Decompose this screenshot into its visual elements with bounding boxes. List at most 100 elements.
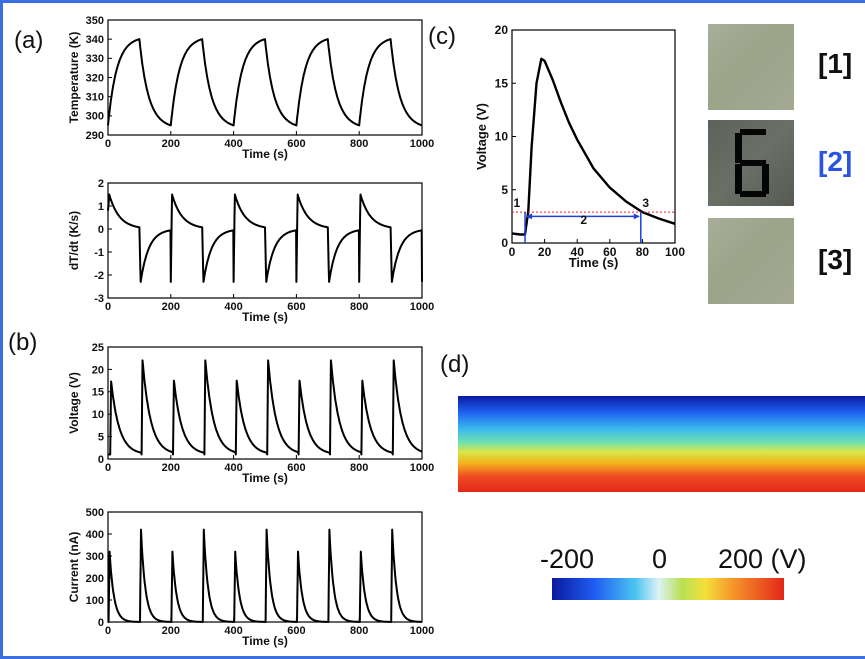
figure-frame-bottom <box>0 656 865 659</box>
figure-frame-left <box>0 0 3 659</box>
y-tick-label-a1-4: 330 <box>86 53 104 65</box>
y-tick-label-c-0: 0 <box>501 236 508 250</box>
y-tick-label-a1-5: 340 <box>86 34 104 46</box>
x-tick-label-c-4: 80 <box>636 245 650 259</box>
x-tick-label-a1-4: 800 <box>350 138 368 150</box>
colorbar-mid-label: 0 <box>652 544 667 574</box>
colorbar-min-label: -200 <box>540 544 594 574</box>
x-tick-label-a1-3: 600 <box>287 138 305 150</box>
panel-label-c: (c) <box>428 23 456 50</box>
x-tick-label-a1-5: 1000 <box>410 138 434 150</box>
y-axis-label-b2: Current (nA) <box>67 532 81 603</box>
plot-frame-c <box>511 29 676 244</box>
x-tick-label-b2-0: 0 <box>105 625 111 637</box>
x-tick-label-a2-4: 800 <box>350 301 368 313</box>
y-tick-label-a2-4: 1 <box>98 201 104 213</box>
y-tick-label-a2-1: -2 <box>94 270 104 282</box>
y-tick-label-b2-5: 500 <box>86 507 104 519</box>
y-tick-label-a1-1: 300 <box>86 111 104 123</box>
chart-a2-dTdt: 0 200 400 600 800 1000 -3 -2 -1 0 1 2 Time (s) dT/dt … <box>67 178 434 324</box>
voltage-pulse-train <box>107 359 423 456</box>
y-tick-label-c-2: 10 <box>495 130 509 144</box>
chart-a1-temperature: 0 200 400 600 800 1000 290 300 310 320 330 340 350 Ti… <box>67 15 434 161</box>
plot-frame-b1 <box>107 346 423 460</box>
annotation-1: 1 <box>514 196 521 210</box>
panel-label-a: (a) <box>14 27 43 54</box>
annotation-2: 2 <box>580 213 587 227</box>
annotation-3: 3 <box>642 196 649 210</box>
x-tick-label-c-2: 40 <box>571 245 585 259</box>
led-photo-3 <box>708 218 794 304</box>
x-tick-label-b2-3: 600 <box>287 625 305 637</box>
x-axis-label-b2: Time (s) <box>242 634 288 648</box>
x-axis-label-c: Time (s) <box>569 255 619 270</box>
x-tick-label-b1-0: 0 <box>105 462 111 474</box>
x-tick-label-a1-1: 200 <box>162 138 180 150</box>
x-tick-label-c-1: 20 <box>538 245 552 259</box>
led-digit-icon <box>735 129 769 197</box>
x-tick-label-b2-4: 800 <box>350 625 368 637</box>
panel-label-d: (d) <box>440 351 469 378</box>
y-tick-label-a2-5: 2 <box>98 178 104 190</box>
y-tick-label-c-3: 15 <box>495 76 509 90</box>
y-axis-label-a1: Temperature (K) <box>67 32 81 124</box>
temperature-curve <box>107 38 423 127</box>
y-tick-label-b1-4: 20 <box>92 364 104 376</box>
y-tick-label-b1-2: 10 <box>92 409 104 421</box>
x-tick-label-a1-2: 400 <box>224 138 242 150</box>
span-arrowhead-right <box>633 213 640 220</box>
x-tick-label-a2-3: 600 <box>287 301 305 313</box>
current-pulse-train <box>107 528 423 623</box>
chart-c-voltage-pulse: 0 20 40 60 80 100 0 5 10 15 20 Time (s) Voltage (V) 1… <box>474 23 685 270</box>
colorbar <box>552 578 784 600</box>
y-tick-label-b2-2: 200 <box>86 573 104 585</box>
y-axis-label-c: Voltage (V) <box>474 103 489 170</box>
voltage-pulse-curve <box>511 57 676 236</box>
x-axis-label-a1: Time (s) <box>242 147 288 161</box>
y-tick-label-b1-5: 25 <box>92 342 104 354</box>
y-tick-label-b1-0: 0 <box>98 454 104 466</box>
x-tick-label-a2-5: 1000 <box>410 301 434 313</box>
y-tick-label-b1-3: 15 <box>92 387 104 399</box>
photo-label-1: [1] <box>818 48 853 79</box>
y-axis-label-a2: dT/dt (K/s) <box>67 211 81 270</box>
x-tick-label-b1-1: 200 <box>162 462 180 474</box>
x-tick-label-b2-1: 200 <box>162 625 180 637</box>
led-photo-1 <box>708 24 794 110</box>
chart-b2-current: 0 200 400 600 800 1000 0 100 200 300 400 500 Time (s… <box>67 507 434 648</box>
x-tick-label-b1-5: 1000 <box>410 462 434 474</box>
x-tick-label-a2-0: 0 <box>105 301 111 313</box>
y-tick-label-a1-3: 320 <box>86 72 104 84</box>
x-tick-label-a2-1: 200 <box>162 301 180 313</box>
y-tick-label-b2-0: 0 <box>98 617 104 629</box>
span-arrowhead-left <box>526 213 533 220</box>
colorbar-max-label: 200 (V) <box>718 544 807 574</box>
x-tick-label-c-3: 60 <box>603 245 617 259</box>
x-tick-label-a2-2: 400 <box>224 301 242 313</box>
y-tick-label-b2-4: 400 <box>86 529 104 541</box>
x-tick-label-b1-3: 600 <box>287 462 305 474</box>
y-tick-label-c-1: 5 <box>501 183 508 197</box>
y-tick-label-b2-3: 300 <box>86 551 104 563</box>
y-tick-label-b2-1: 100 <box>86 595 104 607</box>
x-tick-label-c-5: 100 <box>665 245 685 259</box>
dTdt-curve <box>107 193 423 283</box>
y-tick-label-b1-1: 5 <box>98 431 104 443</box>
panel-label-b: (b) <box>8 329 37 356</box>
figure-frame-top <box>0 0 865 3</box>
x-tick-label-b1-2: 400 <box>224 462 242 474</box>
y-tick-label-a1-2: 310 <box>86 92 104 104</box>
y-tick-label-a1-6: 350 <box>86 15 104 27</box>
y-tick-label-a2-2: -1 <box>94 247 104 259</box>
photo-label-3: [3] <box>818 244 853 275</box>
x-axis-label-a2: Time (s) <box>242 310 288 324</box>
y-tick-label-a2-3: 0 <box>98 224 104 236</box>
x-axis-label-b1: Time (s) <box>242 471 288 485</box>
y-axis-label-b1: Voltage (V) <box>67 372 81 434</box>
y-tick-label-a1-0: 290 <box>86 130 104 142</box>
x-tick-label-b2-5: 1000 <box>410 625 434 637</box>
plot-frame-a1 <box>107 19 423 136</box>
x-tick-label-a1-0: 0 <box>105 138 111 150</box>
y-tick-label-c-4: 20 <box>495 23 509 37</box>
potential-field-map <box>458 396 865 492</box>
